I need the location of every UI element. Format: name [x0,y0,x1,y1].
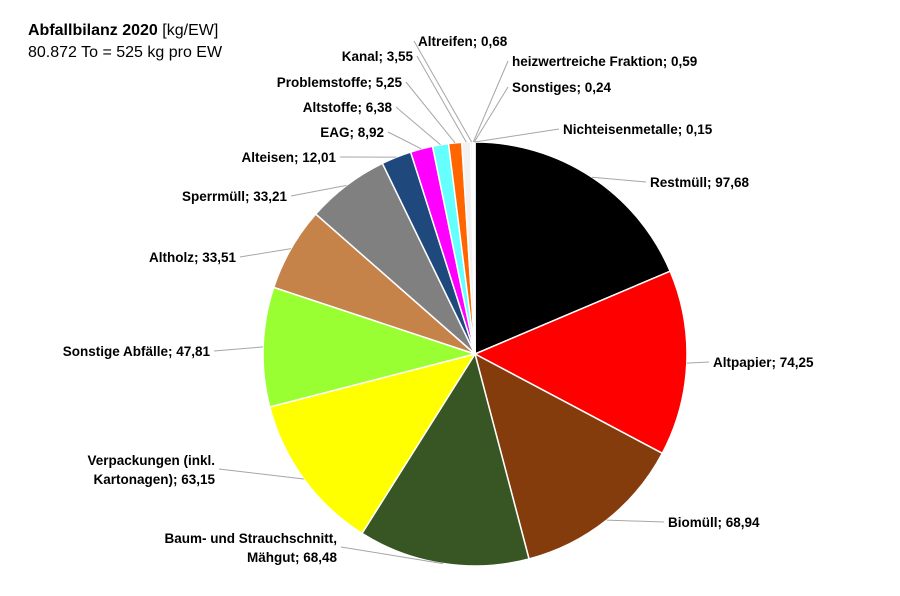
slice-label-10: Altstoffe; 6,38 [303,100,393,115]
chart-title: Abfallbilanz 2020 [28,22,158,39]
slice-label-line: Verpackungen (inkl. [87,453,215,468]
leader-line-11 [405,81,456,144]
slice-label-5: Sonstige Abfälle; 47,81 [63,344,211,359]
slice-label-11: Problemstoffe; 5,25 [277,75,403,90]
leader-line-2 [606,519,665,523]
leader-line-7 [290,184,347,197]
slice-label-line: Kartonagen); 63,15 [93,472,215,487]
slice-label-14: heizwertreiche Fraktion; 0,59 [512,54,697,69]
pie-slices [262,141,688,567]
slice-label-line: Baum- und Strauchschnitt, [164,531,337,546]
slice-label-13: Altreifen; 0,68 [418,34,508,49]
leader-line-16 [474,128,560,143]
pie-slice-2 [473,352,664,560]
leader-line-9 [387,131,422,150]
chart-subtitle: 80.872 To = 525 kg pro EW [28,44,223,61]
leader-line-14 [472,60,509,143]
leader-line-12 [416,55,467,143]
pie-slice-0 [474,141,672,356]
slice-label-16: Nichteisenmetalle; 0,15 [563,122,713,137]
leader-line-6 [239,248,292,258]
leader-lines [213,40,710,565]
leader-line-15 [473,86,509,143]
leader-line-0 [591,176,647,183]
slice-label-15: Sonstiges; 0,24 [512,80,612,95]
leader-line-13 [413,40,473,143]
leader-line-10 [395,106,441,146]
slice-label-2: Biomüll; 68,94 [668,515,760,530]
slice-label-7: Sperrmüll; 33,21 [182,189,288,204]
pie-slice-5 [262,286,478,408]
slice-label-0: Restmüll; 97,68 [650,175,750,190]
slice-label-8: Alteisen; 12,01 [241,150,336,165]
slice-label-line: Mähgut; 68,48 [247,550,338,565]
slice-label-12: Kanal; 3,55 [342,49,414,64]
slice-labels: Restmüll; 97,68 Altpapier; 74,25 Biomüll; … [63,34,814,565]
slice-label-9: EAG; 8,92 [320,125,384,140]
leader-line-3 [340,546,443,565]
leader-line-5 [213,346,264,352]
leader-line-4 [218,468,304,480]
slice-label-6: Altholz; 33,51 [149,250,237,265]
chart-title-unit: [kg/EW] [162,22,219,39]
slice-label-3: Baum- und Strauchschnitt, Mähgut; 68,48 [164,531,337,565]
chart-title-block: Abfallbilanz 2020 [kg/EW] 80.872 To = 52… [28,20,222,64]
slice-label-1: Altpapier; 74,25 [713,355,814,370]
slice-label-4: Verpackungen (inkl. Kartonagen); 63,15 [87,453,215,487]
leader-line-1 [686,361,710,364]
